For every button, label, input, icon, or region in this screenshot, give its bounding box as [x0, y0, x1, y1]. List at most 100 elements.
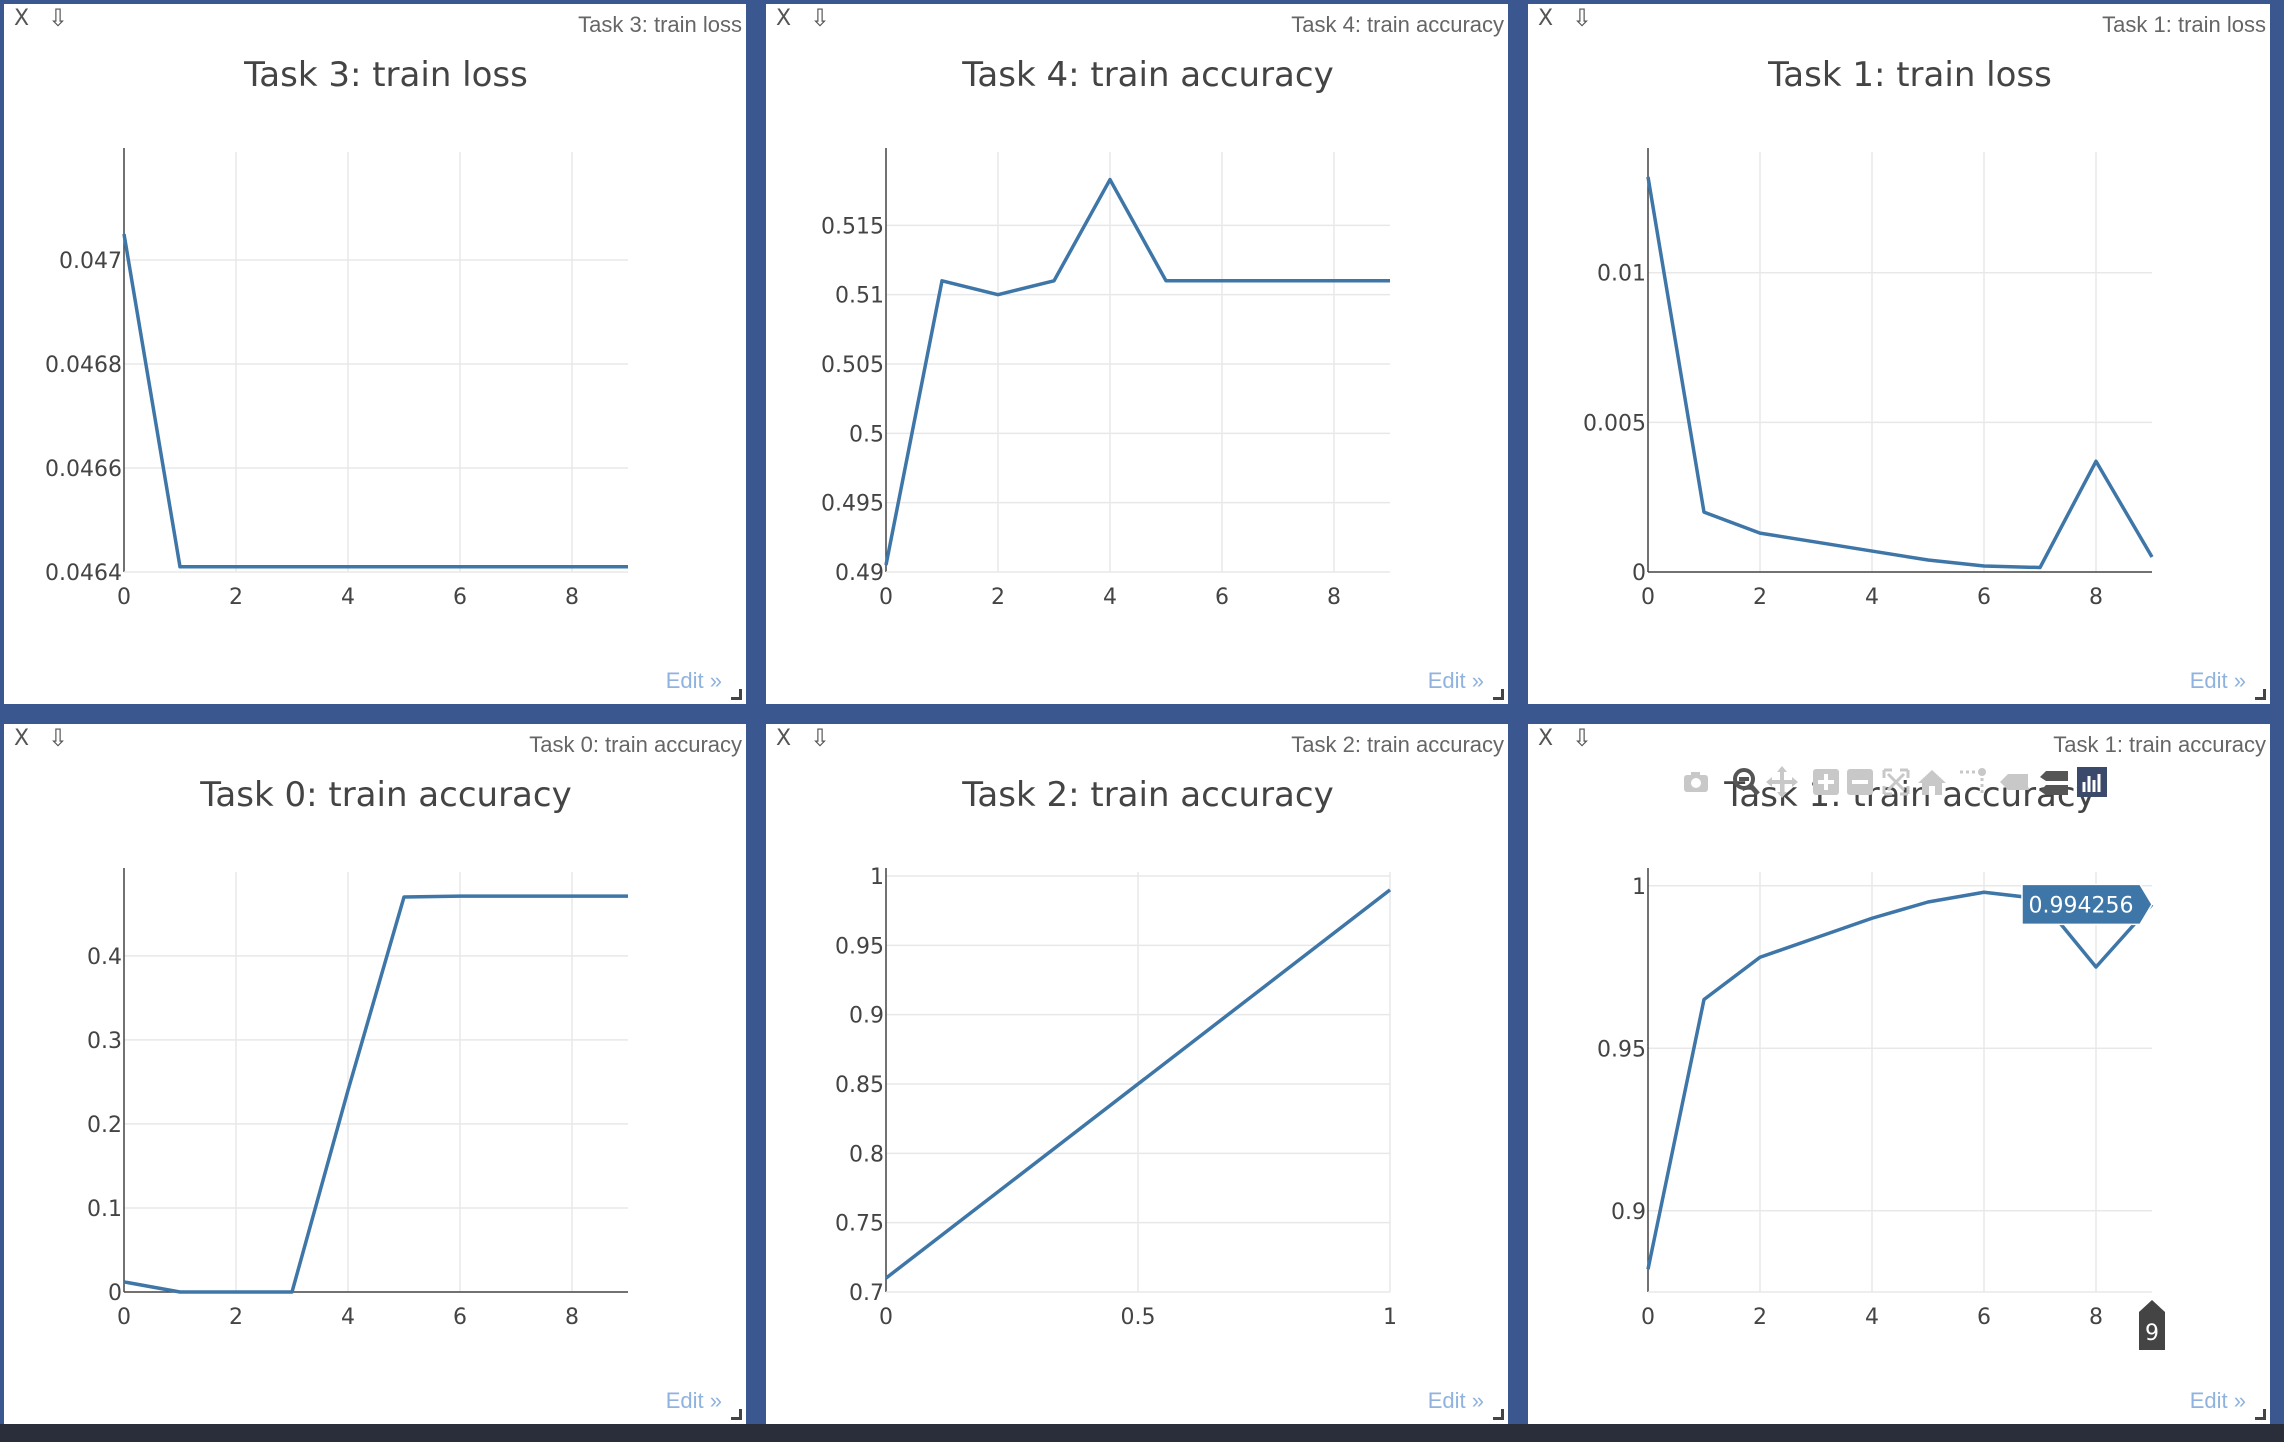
pane-title: Task 1: train loss	[2102, 12, 2266, 37]
pan-icon[interactable]	[1764, 764, 1800, 800]
close-icon[interactable]: X	[14, 6, 30, 31]
line-chart[interactable]: Task 1: train loss 0 2 4 6 8 0 0.005 0.01	[1528, 44, 2270, 704]
modebar	[1678, 760, 2238, 804]
y-tick-label: 0.2	[87, 1113, 122, 1138]
close-icon[interactable]: X	[776, 6, 792, 31]
x-tick-label: 0	[1641, 1305, 1655, 1330]
x-tick-label: 8	[565, 1305, 579, 1330]
x-tick-label: 2	[229, 1305, 243, 1330]
y-tick-label: 0.8	[849, 1142, 884, 1167]
download-icon[interactable]: ⇩	[810, 724, 831, 752]
series-line[interactable]	[1646, 890, 2154, 1270]
download-icon[interactable]: ⇩	[1572, 4, 1593, 32]
edit-link[interactable]: Edit »	[665, 668, 722, 693]
series-line[interactable]	[884, 177, 1390, 566]
line-chart[interactable]: Task 2: train accuracy 0 0.5 1 0.7 0.75 0.8 0.8…	[766, 764, 1508, 1424]
x-tick-label: 0	[879, 1305, 893, 1330]
close-icon[interactable]: X	[776, 726, 792, 751]
x-tick-label: 2	[1753, 1305, 1767, 1330]
x-tick-label: 2	[991, 585, 1005, 610]
resize-handle[interactable]	[731, 689, 742, 700]
pane-task3-train-loss: X ⇩ Task 3: train loss Task 3: train loss 0 2…	[4, 4, 746, 704]
pane-task0-train-accuracy: X ⇩ Task 0: train accuracy Task 0: train ac…	[4, 724, 746, 1424]
close-icon[interactable]: X	[1538, 726, 1554, 751]
pane-task4-train-accuracy: X ⇩ Task 4: train accuracy Task 4: train ac…	[766, 4, 1508, 704]
camera-icon[interactable]	[1678, 764, 1714, 800]
y-tick-label: 0.5	[849, 422, 884, 447]
plotly-logo-icon[interactable]	[2074, 764, 2110, 800]
resize-handle[interactable]	[1493, 1409, 1504, 1420]
x-tick-label: 8	[2089, 585, 2103, 610]
x-tick-label: 4	[1865, 585, 1879, 610]
x-tick-label: 0.5	[1121, 1305, 1156, 1330]
resize-handle[interactable]	[2255, 1409, 2266, 1420]
edit-link[interactable]: Edit »	[2189, 668, 2246, 693]
pane-title: Task 3: train loss	[578, 12, 742, 37]
x-tick-label: 0	[1641, 585, 1655, 610]
download-icon[interactable]: ⇩	[810, 4, 831, 32]
edit-link[interactable]: Edit »	[1427, 1388, 1484, 1413]
edit-link[interactable]: Edit »	[1427, 668, 1484, 693]
close-icon[interactable]: X	[1538, 6, 1554, 31]
series-line[interactable]	[123, 894, 628, 1294]
spike-lines-icon[interactable]	[1954, 764, 1990, 800]
pane-header: X ⇩ Task 1: train loss	[1528, 4, 2270, 44]
resize-handle[interactable]	[731, 1409, 742, 1420]
pane-task1-train-accuracy: X ⇩ Task 1: train accuracy Task 1: train ac…	[1528, 724, 2270, 1424]
resize-handle[interactable]	[2255, 689, 2266, 700]
series-line[interactable]	[884, 888, 1392, 1280]
download-icon[interactable]: ⇩	[1572, 724, 1593, 752]
chart-title: Task 3: train loss	[243, 55, 528, 95]
download-icon[interactable]: ⇩	[48, 724, 69, 752]
resize-handle[interactable]	[1493, 689, 1504, 700]
y-tick-label: 0.0464	[45, 561, 122, 586]
y-tick-label: 0.51	[835, 284, 884, 309]
x-tick-label: 2	[1753, 585, 1767, 610]
download-icon[interactable]: ⇩	[48, 4, 69, 32]
edit-link[interactable]: Edit »	[665, 1388, 722, 1413]
x-tick-label: 8	[2089, 1305, 2103, 1330]
y-tick-label: 0.49	[835, 561, 884, 586]
zoom-in-icon[interactable]	[1808, 764, 1844, 800]
chart-title: Task 4: train accuracy	[961, 55, 1333, 95]
edit-link[interactable]: Edit »	[2189, 1388, 2246, 1413]
y-tick-label: 0.4	[87, 945, 122, 970]
line-chart[interactable]: Task 0: train accuracy 0 2 4 6 8 0 0.1 0.2 0.3 0.4	[4, 764, 746, 1424]
y-tick-label: 1	[870, 865, 884, 890]
home-icon[interactable]	[1914, 764, 1950, 800]
series-line[interactable]	[122, 233, 628, 569]
y-tick-label: 0.1	[87, 1197, 122, 1222]
x-hover-value: 9	[2145, 1321, 2159, 1346]
hover-compare-icon[interactable]	[2036, 764, 2072, 800]
pane-header: X ⇩ Task 1: train accuracy	[1528, 724, 2270, 764]
zoom-out-icon[interactable]	[1842, 764, 1878, 800]
pane-title: Task 4: train accuracy	[1291, 12, 1504, 37]
x-tick-label: 1	[1383, 1305, 1397, 1330]
autoscale-icon[interactable]	[1878, 764, 1914, 800]
hover-box	[2021, 883, 2153, 926]
pane-task2-train-accuracy: X ⇩ Task 2: train accuracy Task 2: train ac…	[766, 724, 1508, 1424]
y-tick-label: 0.495	[821, 492, 884, 517]
chart-title: Task 1: train loss	[1767, 55, 2052, 95]
y-tick-label: 0.515	[821, 214, 884, 239]
x-tick-label: 2	[229, 585, 243, 610]
x-tick-label: 6	[453, 1305, 467, 1330]
chart-title: Task 0: train accuracy	[199, 775, 571, 815]
y-tick-label: 0.9	[1611, 1200, 1646, 1225]
close-icon[interactable]: X	[14, 726, 30, 751]
zoom-icon[interactable]	[1728, 764, 1764, 800]
y-tick-label: 0.75	[835, 1212, 884, 1237]
series-line[interactable]	[1646, 176, 2154, 570]
x-tick-label: 4	[341, 585, 355, 610]
y-tick-label: 0.0466	[45, 457, 122, 482]
x-tick-label: 4	[1103, 585, 1117, 610]
y-tick-label: 0.3	[87, 1029, 122, 1054]
y-tick-label: 0.9	[849, 1004, 884, 1029]
hover-value: 0.994256	[2029, 893, 2134, 918]
x-tick-label: 6	[453, 585, 467, 610]
line-chart[interactable]: Task 3: train loss 0 2 4 6 8 0.0464 0.0466 0.046…	[4, 44, 746, 704]
hover-closest-icon[interactable]	[1996, 764, 2032, 800]
x-tick-label: 0	[117, 585, 131, 610]
